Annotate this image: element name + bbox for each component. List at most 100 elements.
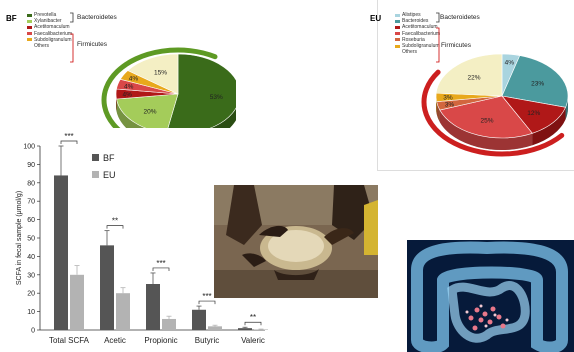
eu-group-firmicutes: Firmicutes — [441, 42, 471, 49]
significance-bracket — [244, 321, 262, 326]
x-tick-label: Propionic — [144, 336, 177, 345]
y-tick-label: 0 — [31, 328, 35, 335]
legend-swatch — [27, 26, 32, 29]
bar-bf — [238, 328, 252, 330]
pie-slice-label: 12% — [527, 110, 540, 117]
legend-item: Faecalibacterium — [27, 31, 72, 37]
legend-label: Bacteroides — [402, 18, 429, 25]
legend-swatch — [395, 38, 400, 42]
pie-slice-label: 23% — [531, 81, 544, 88]
legend-item: Subdoligranulum — [395, 43, 440, 49]
pie-slice-label: 4% — [124, 83, 134, 90]
legend-swatch — [92, 154, 99, 161]
legend-item: Acetitomaculum — [27, 24, 72, 30]
bar-bf — [192, 309, 206, 330]
legend-swatch — [395, 44, 400, 48]
bf-group-bacteroidetes: Bacteroidetes — [77, 14, 117, 21]
pie-ring-arc — [421, 69, 565, 157]
bar-eu — [162, 318, 176, 330]
y-axis-label: SCFA in fecal sample (μmol/g) — [16, 191, 23, 285]
bar-bf — [100, 245, 114, 330]
children-bowl-photo — [214, 185, 378, 298]
pie-slice-label: 25% — [480, 118, 493, 125]
legend-item: Others — [27, 43, 72, 49]
x-tick-label: Acetic — [104, 336, 126, 345]
y-tick-label: 40 — [27, 254, 35, 261]
legend-label: BF — [103, 153, 115, 163]
pie-slice-label: 4% — [505, 59, 515, 66]
pie-slice-label: 4% — [122, 92, 132, 99]
legend-swatch — [27, 13, 32, 17]
legend-swatch — [27, 32, 32, 36]
y-tick-label: 60 — [27, 217, 35, 224]
legend-swatch — [395, 19, 400, 23]
pie-ring-arc — [101, 47, 218, 141]
bf-legend: Prevotella Xylanibacter Acetitomaculum F… — [27, 12, 72, 49]
y-tick-label: 50 — [27, 236, 35, 243]
eu-group-bacteroidetes: Bacteroidetes — [440, 14, 480, 21]
eu-legend: Alistipes Bacteroides Acetitomaculum Fae… — [395, 12, 440, 55]
pie-slice-side — [436, 101, 440, 123]
pie-slice-label: 4% — [129, 76, 139, 83]
legend-swatch — [395, 13, 400, 17]
legend-item: Acetitomaculum — [395, 24, 440, 30]
legend-label: Xylanibacter — [34, 18, 62, 25]
significance-label: *** — [64, 132, 73, 141]
y-tick-label: 70 — [27, 199, 35, 206]
legend-label: Prevotella — [34, 12, 57, 18]
eu-pie-panel: EU Alistipes Bacteroides Acetitomaculum … — [370, 0, 574, 171]
significance-label: ** — [112, 217, 118, 226]
bar-eu — [70, 274, 84, 330]
legend-item: Subdoligranulum — [27, 37, 72, 43]
significance-bracket — [152, 267, 170, 271]
legend-label: Others — [402, 49, 418, 56]
pie-slice-label: 53% — [210, 94, 223, 101]
pie-slice-label: 3% — [445, 102, 455, 109]
y-tick-label: 10 — [27, 309, 35, 316]
legend-item: Alistipes — [395, 12, 440, 18]
pie-slice-label: 15% — [154, 69, 167, 76]
pie-slice — [127, 53, 179, 95]
legend-label: Acetitomaculum — [34, 24, 70, 31]
eu-pie-chart: 4% 23% 12% 25% 3%3% 22% — [421, 53, 569, 157]
legend-item: Roseburia — [395, 37, 440, 43]
legend-swatch — [27, 19, 32, 23]
legend-label: Subdoligranulum — [402, 43, 440, 50]
x-tick-label: Valeric — [241, 336, 265, 345]
intestine-graphic — [407, 240, 574, 352]
pie-slice-label: 3% — [443, 95, 453, 102]
legend-item: Others — [395, 49, 440, 55]
pie-slice-label: 20% — [143, 108, 156, 115]
legend-label: Faecalibacterium — [34, 30, 73, 37]
pie-slice — [439, 95, 533, 139]
y-tick-label: 30 — [27, 272, 35, 279]
significance-bracket — [60, 140, 78, 144]
legend-item: Prevotella — [27, 12, 72, 18]
eu-legend-brackets — [436, 12, 440, 63]
legend-label: EU — [103, 170, 116, 180]
significance-label: *** — [202, 292, 211, 301]
bowl-photo-illustration — [214, 185, 378, 298]
pie-slice — [501, 55, 569, 108]
legend-item: Bacteroides — [395, 18, 440, 24]
legend-swatch — [395, 26, 400, 29]
y-tick-label: 90 — [27, 162, 35, 169]
significance-label: ** — [250, 313, 256, 322]
y-tick-label: 100 — [23, 144, 35, 151]
y-tick-label: 20 — [27, 291, 35, 298]
bar-eu — [116, 293, 130, 330]
x-tick-label: Total SCFA — [49, 336, 90, 345]
legend-swatch — [27, 38, 32, 42]
bf-legend-brackets — [70, 12, 74, 63]
bar-eu — [254, 329, 268, 330]
legend-label: Subdoligranulum — [34, 36, 72, 43]
legend-label: Acetitomaculum — [402, 24, 438, 31]
significance-bracket — [106, 225, 124, 229]
bf-group-firmicutes: Firmicutes — [77, 41, 107, 48]
bar-eu — [208, 326, 222, 330]
legend-swatch — [92, 171, 99, 178]
intestine-illustration — [407, 240, 574, 352]
pie-slice-label: 22% — [468, 74, 481, 81]
bar-bf — [54, 175, 68, 330]
significance-label: *** — [156, 259, 165, 268]
